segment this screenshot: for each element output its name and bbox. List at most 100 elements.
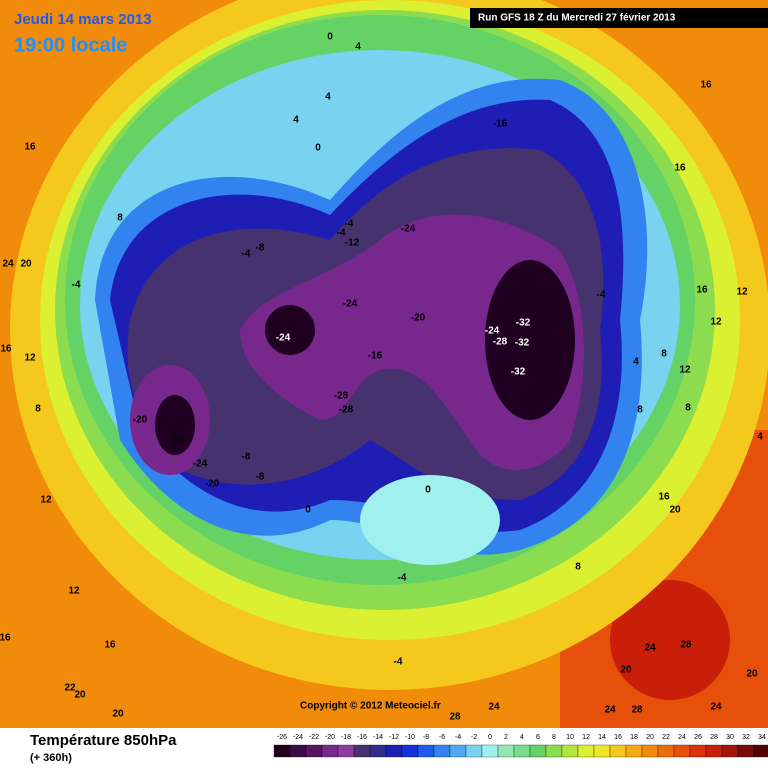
contour-label: -8: [242, 452, 251, 463]
contour-label: 20: [74, 690, 86, 701]
color-swatch: [513, 744, 531, 758]
contour-label: 20: [620, 665, 632, 676]
legend-tick: -22: [309, 734, 319, 741]
band: [485, 260, 575, 420]
color-swatch: [545, 744, 563, 758]
contour-label: 16: [24, 142, 36, 153]
legend-tick: -6: [439, 734, 445, 741]
color-swatch: [433, 744, 451, 758]
color-swatch: [353, 744, 371, 758]
legend-tick: -26: [277, 734, 287, 741]
legend-tick: 32: [742, 734, 750, 741]
contour-label: 28: [449, 712, 461, 723]
contour-label: 24: [710, 702, 722, 713]
map: Run GFS 18 Z du Mercredi 27 février 2013…: [0, 0, 768, 728]
contour-label: -4: [394, 657, 403, 668]
run-info: Run GFS 18 Z du Mercredi 27 février 2013: [478, 13, 676, 24]
legend-tick: -12: [389, 734, 399, 741]
band: [240, 214, 584, 470]
color-swatch: [449, 744, 467, 758]
color-swatch: [673, 744, 691, 758]
color-swatch: [497, 744, 515, 758]
contour-label: -20: [133, 415, 148, 426]
color-swatch: [305, 744, 323, 758]
contour-label: 8: [661, 349, 667, 360]
contour-label: -28: [339, 405, 354, 416]
contour-label: 20: [20, 259, 32, 270]
color-swatch: [737, 744, 755, 758]
date: Jeudi 14 mars 2013: [14, 11, 152, 28]
contour-label: -24: [343, 299, 358, 310]
color-swatch: [273, 744, 291, 758]
legend-tick: 24: [678, 734, 686, 741]
contour-label: 4: [633, 357, 639, 368]
legend-tick: 26: [694, 734, 702, 741]
legend-tick: 16: [614, 734, 622, 741]
contour-label: -32: [515, 338, 530, 349]
contour-label: 28: [631, 705, 643, 716]
contour-label: 12: [24, 353, 36, 364]
legend-tick: 20: [646, 734, 654, 741]
color-swatch: [577, 744, 595, 758]
contour-label: -32: [516, 318, 531, 329]
contour-label: -12: [345, 238, 360, 249]
legend-tick: 4: [520, 734, 524, 741]
time: 19:00 locale: [14, 34, 127, 56]
contour-label: -20: [411, 313, 426, 324]
contour-label: -8: [256, 243, 265, 254]
contour-label: 24: [604, 705, 616, 716]
contour-label: 16: [658, 492, 670, 503]
contour-label: 4: [293, 115, 299, 126]
contour-label: -4: [337, 228, 346, 239]
contour-label: 4: [325, 92, 331, 103]
legend-tick: -24: [293, 734, 303, 741]
color-swatch: [369, 744, 387, 758]
contour-label: 12: [736, 287, 748, 298]
color-swatch: [337, 744, 355, 758]
legend-tick: -14: [373, 734, 383, 741]
contour-label: 24: [644, 643, 656, 654]
color-swatch: [641, 744, 659, 758]
contour-label: 16: [104, 640, 116, 651]
color-swatch: [609, 744, 627, 758]
contour-label: 0: [327, 32, 333, 43]
contour-label: -4: [345, 219, 354, 230]
contour-label: -4: [597, 290, 606, 301]
contour-label: 16: [674, 163, 686, 174]
contour-label: 28: [680, 640, 692, 651]
contour-label: 0: [315, 143, 321, 154]
legend-tick: 14: [598, 734, 606, 741]
band: [155, 395, 195, 455]
color-swatch: [529, 744, 547, 758]
contour-label: 24: [2, 259, 14, 270]
color-swatch: [481, 744, 499, 758]
colorbar: -26 -24 -22 -20 -18 -16 -14 -12 -10 -8 -6 -4 -2 0 2 4 6 8…: [273, 734, 768, 758]
legend-tick: -8: [423, 734, 429, 741]
contour-label: -4: [398, 573, 407, 584]
legend-subtitle: (+ 360h): [30, 752, 72, 764]
contour-label: -24: [401, 224, 416, 235]
color-swatch: [721, 744, 739, 758]
copyright: Copyright © 2012 Meteociel.fr: [300, 701, 441, 712]
run-box: [470, 8, 768, 28]
color-swatch: [417, 744, 435, 758]
color-swatch: [657, 744, 675, 758]
contour-label: -20: [205, 479, 220, 490]
contour-label: 12: [710, 317, 722, 328]
legend-tick: -2: [471, 734, 477, 741]
contour-label: 8: [35, 404, 41, 415]
contour-label: -24: [169, 434, 184, 445]
contour-label: 22: [64, 683, 76, 694]
band: [265, 305, 315, 355]
contour-label: -28: [334, 391, 349, 402]
contour-label: -24: [276, 333, 291, 344]
contour-label: 16: [700, 80, 712, 91]
contour-label: 0: [425, 485, 431, 496]
contour-label: 20: [669, 505, 681, 516]
legend-tick: 10: [566, 734, 574, 741]
contour-label: 8: [637, 405, 643, 416]
legend-tick: 12: [582, 734, 590, 741]
